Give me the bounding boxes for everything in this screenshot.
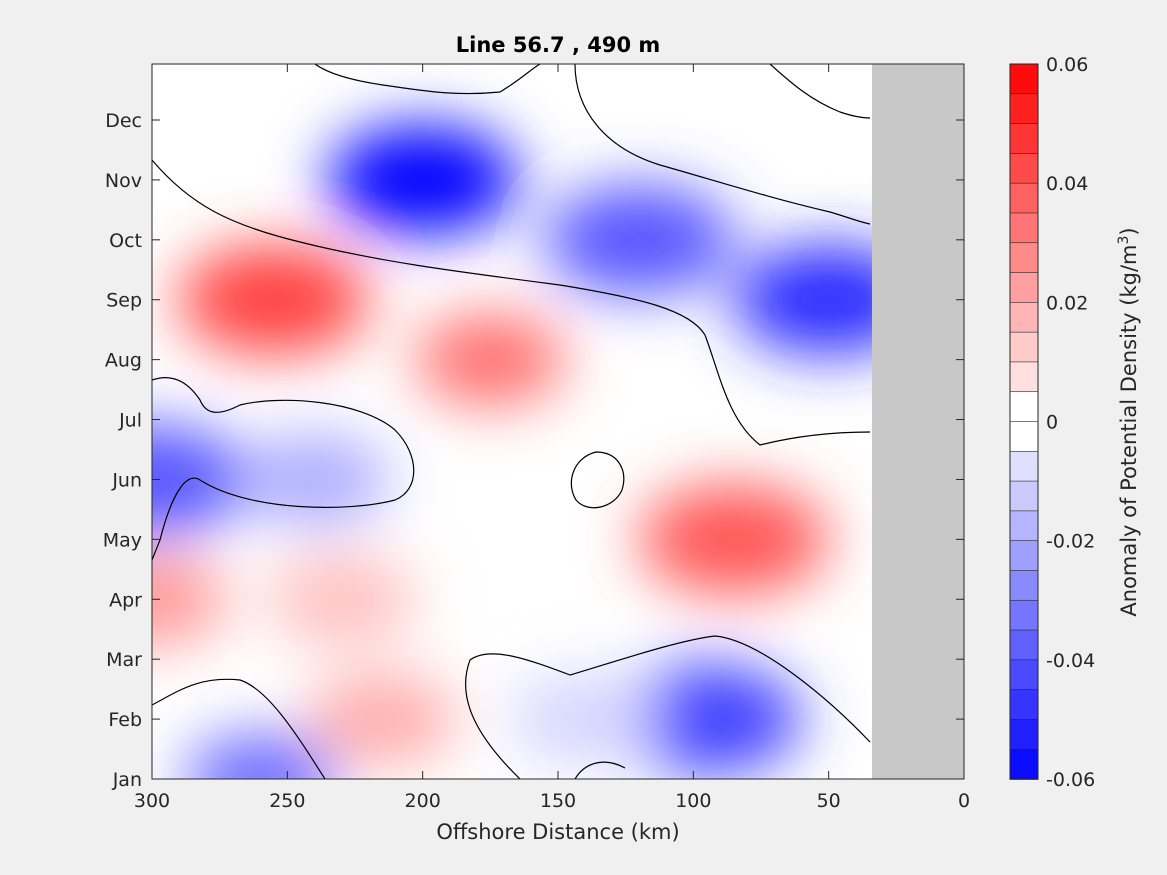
colorbar-tick-label: 0.02: [1046, 292, 1088, 314]
colorbar-tick-label: 0.06: [1046, 54, 1088, 76]
colorbar-cell: [1009, 331, 1039, 363]
x-tick-label: 100: [675, 790, 711, 812]
zero-contour: [574, 761, 626, 779]
colorbar-label: Anomaly of Potential Density (kg/m3): [1116, 227, 1141, 616]
colorbar-tick-label: 0.04: [1046, 173, 1088, 195]
colorbar-unit-exponent: 3: [1116, 236, 1132, 245]
colorbar-cell: [1009, 212, 1039, 244]
y-tick-label: Jul: [118, 410, 142, 432]
y-tick-label: Dec: [105, 110, 142, 132]
colorbar-cell: [1009, 719, 1039, 751]
colorbar-tick-label: -0.02: [1046, 531, 1095, 553]
y-tick-label: Nov: [105, 170, 142, 192]
y-tick-label: Sep: [106, 290, 142, 312]
colorbar-cell: [1009, 480, 1039, 512]
colorbar-cell: [1009, 242, 1039, 274]
y-tick-label: Mar: [106, 649, 142, 671]
colorbar-cell: [1009, 272, 1039, 304]
zero-contour: [152, 159, 871, 446]
colorbar-cell: [1009, 570, 1039, 602]
zero-contour: [574, 64, 871, 225]
colorbar-cell: [1009, 63, 1039, 95]
colorbar-cell: [1009, 450, 1039, 482]
colorbar-tick-label: -0.06: [1046, 769, 1095, 791]
colorbar-cell: [1009, 689, 1039, 721]
colorbar-cell: [1009, 93, 1039, 125]
anomaly-blob: [266, 554, 417, 645]
x-axis-label: Offshore Distance (km): [436, 820, 679, 844]
x-tick-label: 250: [269, 790, 305, 812]
colorbar-cell: [1009, 510, 1039, 542]
colorbar-cell: [1009, 540, 1039, 572]
y-tick-label: Aug: [105, 350, 142, 372]
colorbar: 0.06 0.04 0.02 0 -0.02 -0.04 -0.06 Anomaly of …: [1009, 54, 1141, 791]
anomaly-blob: [611, 664, 802, 775]
x-tick-label: 0: [958, 790, 970, 812]
colorbar-cell: [1009, 361, 1039, 393]
plot-background: [152, 64, 964, 779]
y-tick-label: Jun: [111, 469, 142, 491]
anomaly-blob: [638, 484, 829, 595]
colorbar-cell: [1009, 748, 1039, 780]
x-tick-label: 200: [405, 790, 441, 812]
colorbar-unit-suffix: ): [1117, 227, 1141, 235]
y-tick-label: Feb: [108, 709, 142, 731]
masked-region: [871, 64, 964, 779]
colorbar-cell: [1009, 599, 1039, 631]
zero-contour: [314, 64, 541, 95]
contour-lines: [152, 64, 871, 779]
colorbar-tick-label: 0: [1046, 412, 1058, 434]
colorbar-cell: [1009, 391, 1039, 423]
anomaly-blob: [178, 244, 369, 355]
y-tick-label: Oct: [109, 230, 142, 252]
anomaly-blob: [327, 124, 518, 235]
anomaly-blob: [510, 674, 661, 765]
zero-contour: [570, 451, 625, 509]
x-tick-label: 50: [817, 790, 841, 812]
colorbar-cell: [1009, 302, 1039, 333]
y-axis: Jan Feb Mar Apr May Jun Jul Aug Sep Oct Nov Dec: [103, 110, 964, 791]
colorbar-tick-label: -0.04: [1046, 650, 1095, 672]
y-tick-label: May: [103, 529, 142, 551]
anomaly-blob: [544, 184, 735, 295]
anomaly-blob: [307, 674, 458, 765]
colorbar-frame: [1009, 63, 1039, 780]
zero-contour: [465, 635, 871, 779]
zero-contour: [152, 377, 415, 561]
colorbar-label-text: Anomaly of Potential Density: [1117, 312, 1141, 616]
anomaly-blob: [152, 554, 227, 645]
colorbar-cell: [1009, 659, 1039, 691]
zero-contour: [152, 678, 326, 779]
zero-contour: [769, 64, 871, 119]
y-tick-label: Apr: [109, 589, 142, 611]
anomaly-blob: [239, 434, 390, 525]
colorbar-cell: [1009, 421, 1039, 453]
x-tick-label: 300: [134, 790, 170, 812]
colorbar-cell: [1009, 629, 1039, 661]
anomaly-field: [152, 124, 924, 779]
colorbar-cell: [1009, 153, 1039, 184]
anomaly-blob: [415, 314, 566, 405]
anomaly-blob: [185, 734, 336, 779]
plot-area: 300 250 200 150 100 50 0 Jan Feb Mar Apr May Jun Jul…: [103, 63, 970, 844]
x-axis: 300 250 200 150 100 50 0: [134, 64, 970, 812]
chart-title: Line 56.7 , 490 m: [456, 33, 661, 57]
colorbar-unit-prefix: (kg/m: [1117, 245, 1141, 306]
y-tick-label: Jan: [112, 769, 142, 791]
colorbar-cell: [1009, 182, 1039, 214]
x-tick-label: 150: [540, 790, 576, 812]
colorbar-cell: [1009, 123, 1039, 155]
